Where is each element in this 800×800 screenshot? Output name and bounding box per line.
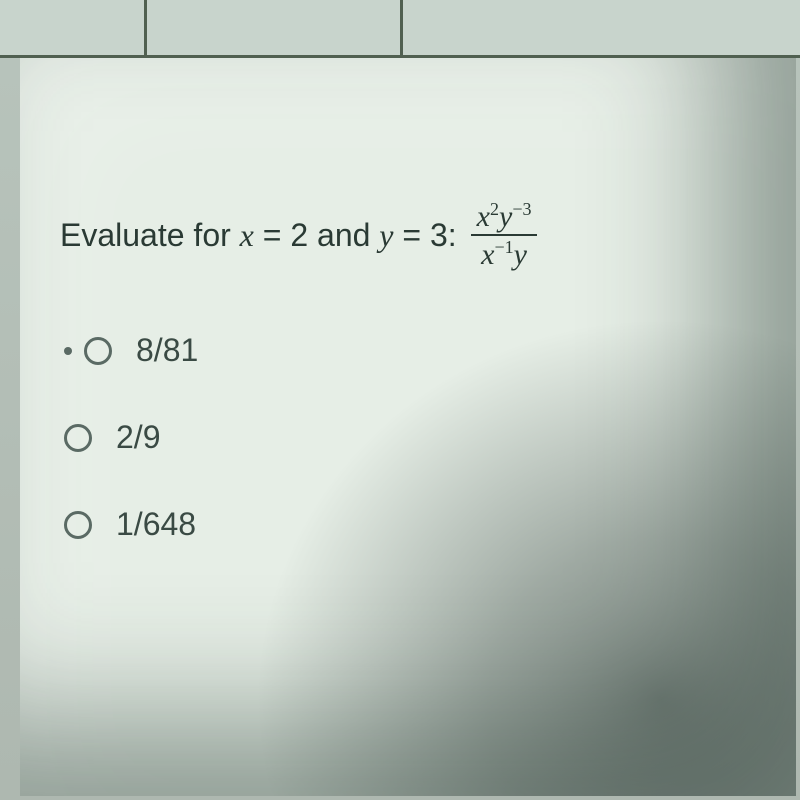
- option-label: 2/9: [116, 419, 160, 456]
- window-tab-bar: [0, 0, 800, 58]
- radio-icon[interactable]: [64, 511, 92, 539]
- option-label: 1/648: [116, 506, 196, 543]
- answer-option[interactable]: 8/81: [64, 332, 756, 369]
- radio-icon[interactable]: [64, 424, 92, 452]
- option-label: 8/81: [136, 332, 198, 369]
- screen-frame: Evaluate for x = 2 and y = 3: x2y−3 x−1y…: [0, 0, 800, 800]
- fraction-denominator: x−1y: [475, 236, 533, 272]
- lead-dot: [64, 347, 72, 355]
- fraction-numerator: x2y−3: [471, 198, 538, 234]
- expression-fraction: x2y−3 x−1y: [471, 198, 538, 272]
- question-prompt: Evaluate for x = 2 and y = 3: x2y−3 x−1y: [60, 198, 756, 272]
- prompt-text: Evaluate for x = 2 and y = 3:: [60, 217, 457, 254]
- question-card: Evaluate for x = 2 and y = 3: x2y−3 x−1y…: [20, 58, 796, 796]
- answer-option[interactable]: 2/9: [64, 419, 756, 456]
- answer-options: 8/81 2/9 1/648: [64, 332, 756, 543]
- radio-icon[interactable]: [84, 337, 112, 365]
- answer-option[interactable]: 1/648: [64, 506, 756, 543]
